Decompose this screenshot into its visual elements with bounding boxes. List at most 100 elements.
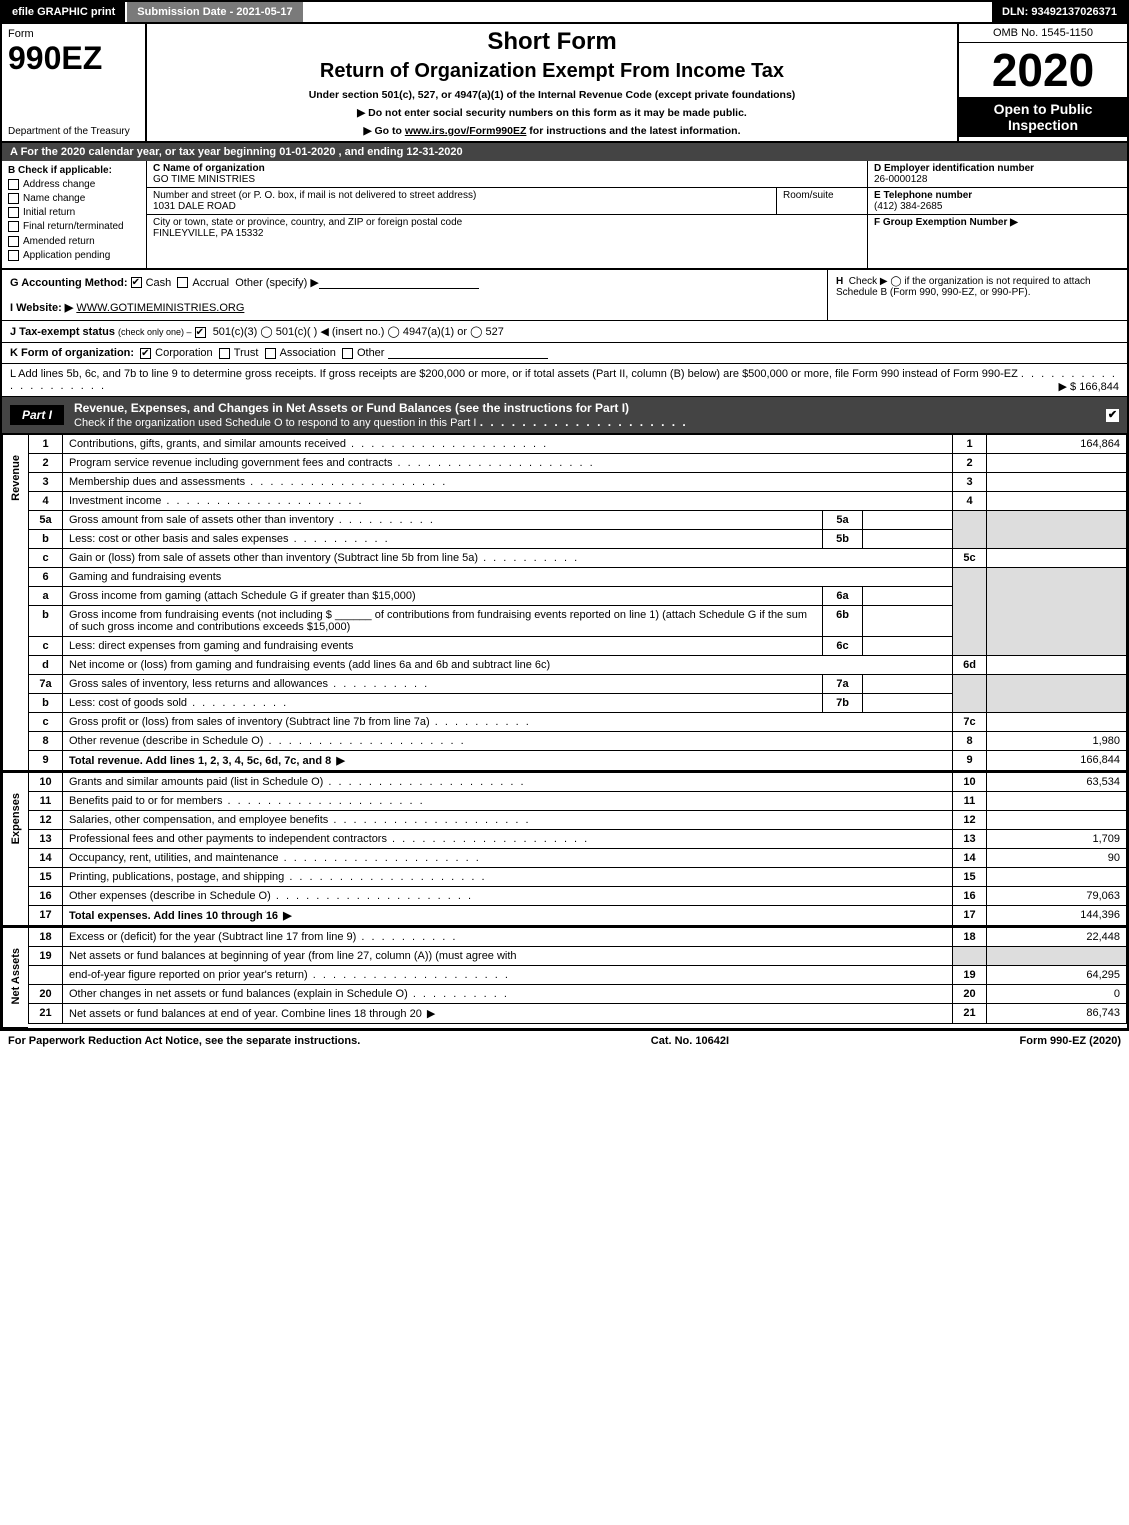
room-suite-label: Room/suite	[783, 190, 834, 201]
shade-5	[953, 511, 987, 549]
l16-d: Other expenses (describe in Schedule O)	[69, 890, 473, 902]
l5a-n: 5a	[29, 511, 63, 530]
b-opt-0: Address change	[23, 179, 95, 190]
l16-n: 16	[29, 887, 63, 906]
l7a-n: 7a	[29, 675, 63, 694]
l5c-n: c	[29, 549, 63, 568]
chk-cash[interactable]	[131, 277, 142, 288]
l7b-mv	[863, 694, 953, 713]
k-other-blank[interactable]	[388, 347, 548, 359]
l9-v: 166,844	[987, 751, 1127, 771]
l7c-v	[987, 713, 1127, 732]
side-revenue: Revenue	[2, 434, 28, 771]
l9-d: Total revenue. Add lines 1, 2, 3, 4, 5c,…	[69, 755, 347, 767]
c-name-label: C Name of organization	[153, 163, 265, 174]
l1-d: Contributions, gifts, grants, and simila…	[69, 438, 548, 450]
irs-link[interactable]: www.irs.gov/Form990EZ	[405, 125, 527, 137]
form-word: Form	[8, 28, 139, 40]
j-sub: (check only one) –	[118, 327, 192, 337]
l11-d: Benefits paid to or for members	[69, 795, 425, 807]
telephone-value: (412) 384-2685	[874, 201, 942, 212]
side-expenses: Expenses	[2, 772, 28, 926]
l7b-d: Less: cost of goods sold	[69, 697, 288, 709]
l4-r: 4	[953, 492, 987, 511]
l19a-d: Net assets or fund balances at beginning…	[63, 947, 953, 966]
k-opt-2: Association	[280, 347, 336, 359]
org-address: 1031 DALE ROAD	[153, 201, 236, 212]
l20-n: 20	[29, 985, 63, 1004]
chk-amended-return[interactable]	[8, 236, 19, 247]
chk-501c3[interactable]	[195, 327, 206, 338]
l14-n: 14	[29, 849, 63, 868]
subtitle-3: ▶ Go to www.irs.gov/Form990EZ for instru…	[155, 125, 949, 137]
chk-association[interactable]	[265, 348, 276, 359]
g-other-blank[interactable]	[319, 277, 479, 289]
l-amt: 166,844	[1079, 381, 1119, 393]
chk-accrual[interactable]	[177, 277, 188, 288]
l6d-n: d	[29, 656, 63, 675]
chk-name-change[interactable]	[8, 193, 19, 204]
col-d-e-f: D Employer identification number 26-0000…	[867, 161, 1127, 268]
chk-application-pending[interactable]	[8, 250, 19, 261]
l7c-d: Gross profit or (loss) from sales of inv…	[69, 716, 531, 728]
chk-initial-return[interactable]	[8, 207, 19, 218]
l8-r: 8	[953, 732, 987, 751]
l6b-d: Gross income from fundraising events (no…	[63, 606, 823, 637]
h-label: H	[836, 276, 843, 287]
l11-v	[987, 792, 1127, 811]
chk-corporation[interactable]	[140, 348, 151, 359]
chk-final-return[interactable]	[8, 221, 19, 232]
l17-v: 144,396	[987, 906, 1127, 926]
chk-trust[interactable]	[219, 348, 230, 359]
l5b-mv	[863, 530, 953, 549]
b-opt-4: Amended return	[23, 236, 95, 247]
open-to-public: Open to Public Inspection	[959, 97, 1127, 137]
l6c-n: c	[29, 637, 63, 656]
row-a-tax-year: A For the 2020 calendar year, or tax yea…	[2, 143, 1127, 161]
l6a-m: 6a	[823, 587, 863, 606]
l8-n: 8	[29, 732, 63, 751]
chk-address-change[interactable]	[8, 179, 19, 190]
row-j: J Tax-exempt status (check only one) – 5…	[2, 321, 1127, 343]
org-name: GO TIME MINISTRIES	[153, 174, 255, 185]
row-l: L Add lines 5b, 6c, and 7b to line 9 to …	[2, 364, 1127, 397]
l2-n: 2	[29, 454, 63, 473]
g-cash: Cash	[146, 277, 172, 289]
l12-r: 12	[953, 811, 987, 830]
l6b-m: 6b	[823, 606, 863, 637]
l6b-mv	[863, 606, 953, 637]
side-net-assets-text: Net Assets	[8, 928, 24, 1024]
part-1-checkbox[interactable]: ✔	[1106, 409, 1119, 422]
side-net-assets: Net Assets	[2, 927, 28, 1028]
f-label: F Group Exemption Number ▶	[874, 217, 1018, 228]
revenue-block: Revenue 1 Contributions, gifts, grants, a…	[2, 433, 1127, 771]
shade-6	[953, 568, 987, 656]
l5b-n: b	[29, 530, 63, 549]
l14-d: Occupancy, rent, utilities, and maintena…	[69, 852, 481, 864]
l10-r: 10	[953, 773, 987, 792]
l21-d: Net assets or fund balances at end of ye…	[69, 1008, 437, 1020]
l7b-m: 7b	[823, 694, 863, 713]
l10-d: Grants and similar amounts paid (list in…	[69, 776, 526, 788]
omb-number: OMB No. 1545-1150	[959, 24, 1127, 43]
l15-d: Printing, publications, postage, and shi…	[69, 871, 487, 883]
l5a-mv	[863, 511, 953, 530]
l2-r: 2	[953, 454, 987, 473]
b-opt-3: Final return/terminated	[23, 222, 124, 233]
efile-print-button[interactable]: efile GRAPHIC print	[2, 2, 127, 22]
l1-v: 164,864	[987, 435, 1127, 454]
l13-v: 1,709	[987, 830, 1127, 849]
l19-n: 19	[29, 947, 63, 966]
chk-other-org[interactable]	[342, 348, 353, 359]
shade-19	[953, 947, 987, 966]
l1-n: 1	[29, 435, 63, 454]
l20-d: Other changes in net assets or fund bala…	[69, 988, 509, 1000]
header-right: OMB No. 1545-1150 2020 Open to Public In…	[957, 24, 1127, 141]
l13-r: 13	[953, 830, 987, 849]
l11-n: 11	[29, 792, 63, 811]
l5a-d: Gross amount from sale of assets other t…	[69, 514, 435, 526]
l21-r: 21	[953, 1004, 987, 1024]
l6a-d: Gross income from gaming (attach Schedul…	[63, 587, 823, 606]
topbar-spacer	[305, 2, 992, 22]
main-title: Return of Organization Exempt From Incom…	[155, 60, 949, 83]
